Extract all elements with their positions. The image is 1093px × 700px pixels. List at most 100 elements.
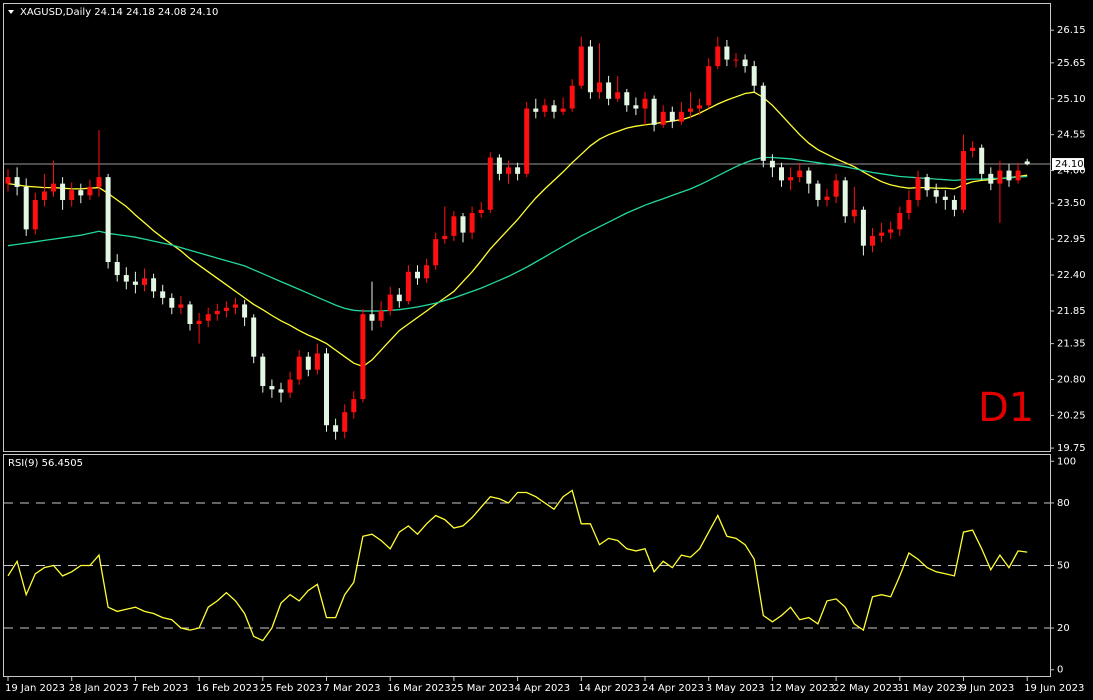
candle-body	[642, 98, 648, 109]
candle-body	[424, 265, 430, 279]
candle-body	[496, 157, 502, 174]
y-tick-label: 24.00	[1057, 166, 1086, 177]
candle-body	[487, 157, 493, 210]
candle-body	[797, 170, 803, 178]
candle-body	[860, 209, 866, 246]
candle-body	[633, 105, 639, 109]
x-tick-label: 12 May 2023	[769, 683, 834, 694]
candle-body	[96, 177, 102, 187]
candle-body	[842, 180, 848, 217]
x-tick-label: 14 Apr 2023	[578, 683, 640, 694]
y-tick-label: 0	[1057, 665, 1063, 676]
candle-body	[833, 180, 839, 197]
x-tick-label: 4 Apr 2023	[515, 683, 570, 694]
y-tick-label: 19.75	[1057, 443, 1086, 454]
candle-body	[41, 191, 47, 200]
candle-body	[396, 294, 402, 302]
candle-body	[178, 304, 184, 308]
x-tick-label: 31 May 2023	[897, 683, 962, 694]
main-panel-frame	[3, 3, 1051, 452]
candle-body	[324, 353, 329, 426]
candle-body	[961, 150, 966, 210]
candle-body	[242, 304, 248, 318]
x-tick-label: 16 Feb 2023	[196, 683, 258, 694]
candle-body	[1006, 170, 1012, 181]
moving-average	[7, 91, 1028, 368]
candle-body	[879, 232, 885, 236]
candle-body	[788, 177, 794, 181]
x-tick-label: 7 Feb 2023	[132, 683, 188, 694]
dropdown-icon	[8, 10, 14, 14]
candle-body	[60, 183, 66, 200]
candle-body	[697, 105, 703, 109]
candle-body	[205, 314, 211, 321]
candle-body	[314, 353, 320, 370]
candle-body	[451, 216, 457, 236]
y-tick-label: 100	[1057, 456, 1076, 467]
current-price-box	[1052, 158, 1084, 171]
x-tick-label: 28 Jan 2023	[69, 683, 129, 694]
candle-body	[551, 105, 557, 112]
y-tick-label: 26.15	[1057, 25, 1086, 36]
y-tick-label: 25.65	[1057, 58, 1086, 69]
candle-body	[160, 291, 166, 298]
current-price-label: 24.10	[1055, 159, 1084, 170]
candle-body	[524, 108, 530, 174]
candle-body	[169, 297, 175, 308]
candle-body	[251, 317, 257, 357]
candle-body	[706, 66, 712, 106]
candle-body	[851, 209, 857, 217]
candle-body	[1015, 170, 1021, 181]
candle-body	[915, 177, 921, 200]
chart-title: XAGUSD,Daily 24.14 24.18 24.08 24.10	[20, 7, 218, 18]
candle-body	[624, 92, 630, 106]
rsi-title: RSI(9) 56.4505	[8, 458, 83, 469]
candle-body	[87, 186, 93, 196]
candle-body	[123, 275, 129, 282]
timeframe-label: D1	[978, 385, 1034, 431]
candle-body	[378, 310, 384, 321]
candle-body	[569, 85, 575, 109]
candle-body	[906, 199, 912, 214]
y-tick-label: 25.10	[1057, 94, 1086, 105]
candle-body	[32, 199, 38, 230]
candle-body	[187, 304, 193, 325]
candle-body	[924, 177, 930, 191]
candle-body	[23, 186, 29, 230]
y-tick-label: 20.25	[1057, 410, 1086, 421]
candle-body	[5, 177, 11, 184]
candle-body	[515, 167, 521, 174]
candle-body	[533, 108, 539, 112]
candle-body	[14, 177, 20, 187]
y-tick-label: 50	[1057, 561, 1070, 572]
candle-body	[78, 190, 84, 196]
candle-body	[342, 412, 348, 432]
candle-body	[214, 310, 220, 315]
candle-body	[478, 209, 484, 214]
y-tick-label: 20.80	[1057, 375, 1086, 386]
candle-body	[760, 85, 766, 161]
x-tick-label: 22 May 2023	[833, 683, 898, 694]
candle-body	[51, 183, 56, 192]
candle-body	[132, 281, 138, 285]
candle-body	[970, 147, 976, 151]
candle-body	[278, 389, 284, 393]
candle-body	[151, 278, 157, 292]
y-tick-label: 21.35	[1057, 339, 1086, 350]
candle-body	[888, 229, 894, 233]
rsi-line	[7, 489, 1028, 642]
y-tick-label: 24.55	[1057, 130, 1086, 141]
candle-body	[660, 111, 666, 125]
candle-body	[597, 82, 602, 93]
x-tick-label: 24 Apr 2023	[642, 683, 704, 694]
candle-body	[460, 216, 466, 233]
candle-body	[651, 98, 657, 125]
x-tick-label: 25 Mar 2023	[451, 683, 514, 694]
candle-body	[933, 190, 939, 197]
candle-body	[223, 307, 229, 311]
candle-body	[669, 111, 675, 122]
candle-body	[997, 170, 1003, 184]
candle-body	[196, 320, 202, 325]
